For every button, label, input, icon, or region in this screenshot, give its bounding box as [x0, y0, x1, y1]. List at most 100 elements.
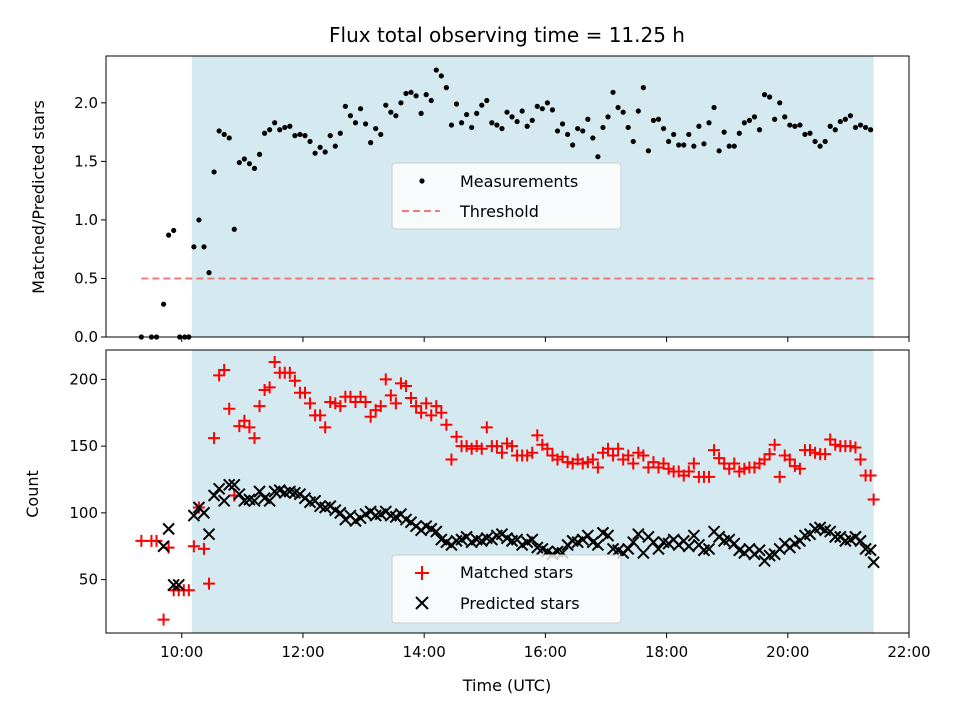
measurement-point — [256, 151, 263, 157]
chart-title: Flux total observing time = 11.25 h — [329, 23, 685, 47]
matched-star-point — [758, 453, 771, 466]
predicted-star-point — [248, 494, 261, 508]
matched-star-point — [854, 453, 867, 466]
measurement-point — [474, 110, 480, 116]
matched-star-point — [622, 449, 635, 462]
matched-star-point — [304, 397, 317, 410]
measurement-point — [797, 122, 803, 128]
matched-star-point — [612, 442, 625, 455]
measurement-point — [767, 94, 773, 100]
measurement-point — [448, 122, 455, 128]
matched-star-point — [324, 396, 337, 409]
matched-star-point — [218, 364, 231, 377]
predicted-star-point — [187, 509, 201, 522]
matched-star-point — [258, 384, 271, 397]
matched-star-point — [867, 493, 880, 506]
predicted-star-point — [687, 529, 701, 542]
measurement-point — [383, 102, 389, 108]
legend-label-threshold: Threshold — [459, 202, 539, 221]
matched-star-point — [475, 442, 488, 455]
measurement-point — [443, 85, 449, 91]
counts-y-axis-label: Count — [23, 470, 42, 518]
matched-star-point — [150, 534, 163, 547]
legend-marker-matched — [415, 566, 429, 580]
matched-star-point — [288, 374, 301, 387]
predicted-star-point — [682, 540, 696, 553]
matched-star-point — [430, 400, 443, 413]
matched-star-point — [591, 461, 604, 474]
measurement-point — [166, 232, 172, 238]
measurement-point — [362, 121, 369, 127]
x-tick-label: 14:00 — [403, 643, 446, 661]
measurement-point — [696, 123, 702, 129]
matched-star-point — [187, 540, 200, 553]
matched-star-point — [374, 400, 387, 413]
matched-star-point — [238, 414, 251, 427]
matched-star-point — [541, 442, 554, 455]
measurement-point — [559, 121, 566, 127]
matched-star-point — [415, 406, 428, 419]
predicted-star-point — [172, 578, 185, 592]
measurement-point — [610, 89, 616, 95]
measurement-point — [226, 135, 232, 141]
x-tick-label: 18:00 — [645, 643, 688, 661]
matched-star-point — [647, 456, 660, 469]
matched-star-point — [208, 432, 221, 445]
measurement-point — [686, 131, 692, 138]
measurement-point — [650, 117, 657, 123]
measurement-point — [423, 92, 429, 98]
measurement-point — [327, 133, 333, 139]
measurement-point — [782, 114, 788, 120]
measurement-point — [868, 127, 874, 133]
measurement-point — [469, 124, 475, 131]
measurement-point — [681, 142, 687, 148]
matched-star-point — [490, 440, 503, 453]
measurement-point — [428, 97, 434, 104]
measurement-point — [504, 109, 510, 115]
measurement-point — [857, 122, 864, 128]
measurement-point — [671, 131, 677, 138]
matched-star-point — [500, 437, 513, 450]
matched-star-point — [733, 465, 746, 478]
predicted-star-point — [702, 542, 716, 556]
measurement-point — [509, 114, 515, 120]
measurement-point — [777, 100, 783, 106]
measurement-point — [292, 133, 298, 139]
measurement-point — [287, 123, 293, 129]
legend-label-measurements: Measurements — [460, 172, 578, 191]
matched-star-point — [657, 457, 670, 470]
measurement-point — [549, 107, 556, 113]
counts-panel: 50 100 150 200 10:00 12:00 14:00 16:00 18:00 20:… — [23, 349, 931, 661]
matched-star-point — [824, 433, 837, 446]
matched-star-point — [440, 418, 453, 431]
measurement-point — [590, 135, 596, 141]
measurement-point — [620, 109, 626, 115]
measurement-point — [787, 122, 793, 128]
measurement-point — [812, 138, 818, 145]
matched-star-point — [349, 396, 362, 409]
counts-y-tick-label: 100 — [69, 504, 98, 522]
matched-star-point — [450, 430, 463, 443]
matched-star-point — [248, 432, 261, 445]
measurement-point — [575, 125, 581, 132]
measurement-point — [312, 150, 318, 156]
measurement-point — [615, 104, 621, 111]
matched-star-point — [713, 452, 726, 465]
measurement-point — [337, 130, 343, 136]
measurement-point — [206, 270, 212, 276]
counts-y-tick-label: 150 — [69, 437, 98, 455]
x-tick-label: 16:00 — [524, 643, 567, 661]
matched-star-point — [718, 457, 731, 470]
predicted-star-point — [253, 485, 266, 498]
measurement-point — [862, 124, 869, 131]
measurement-point — [433, 67, 439, 73]
measurement-point — [701, 141, 707, 147]
predicted-star-point — [854, 534, 867, 548]
matched-star-point — [561, 456, 574, 469]
matched-star-point — [506, 440, 519, 453]
matched-star-point — [662, 462, 675, 475]
measurement-point — [802, 131, 808, 138]
matched-star-point — [203, 577, 216, 590]
matched-star-point — [703, 470, 716, 483]
predicted-star-point — [526, 533, 539, 546]
